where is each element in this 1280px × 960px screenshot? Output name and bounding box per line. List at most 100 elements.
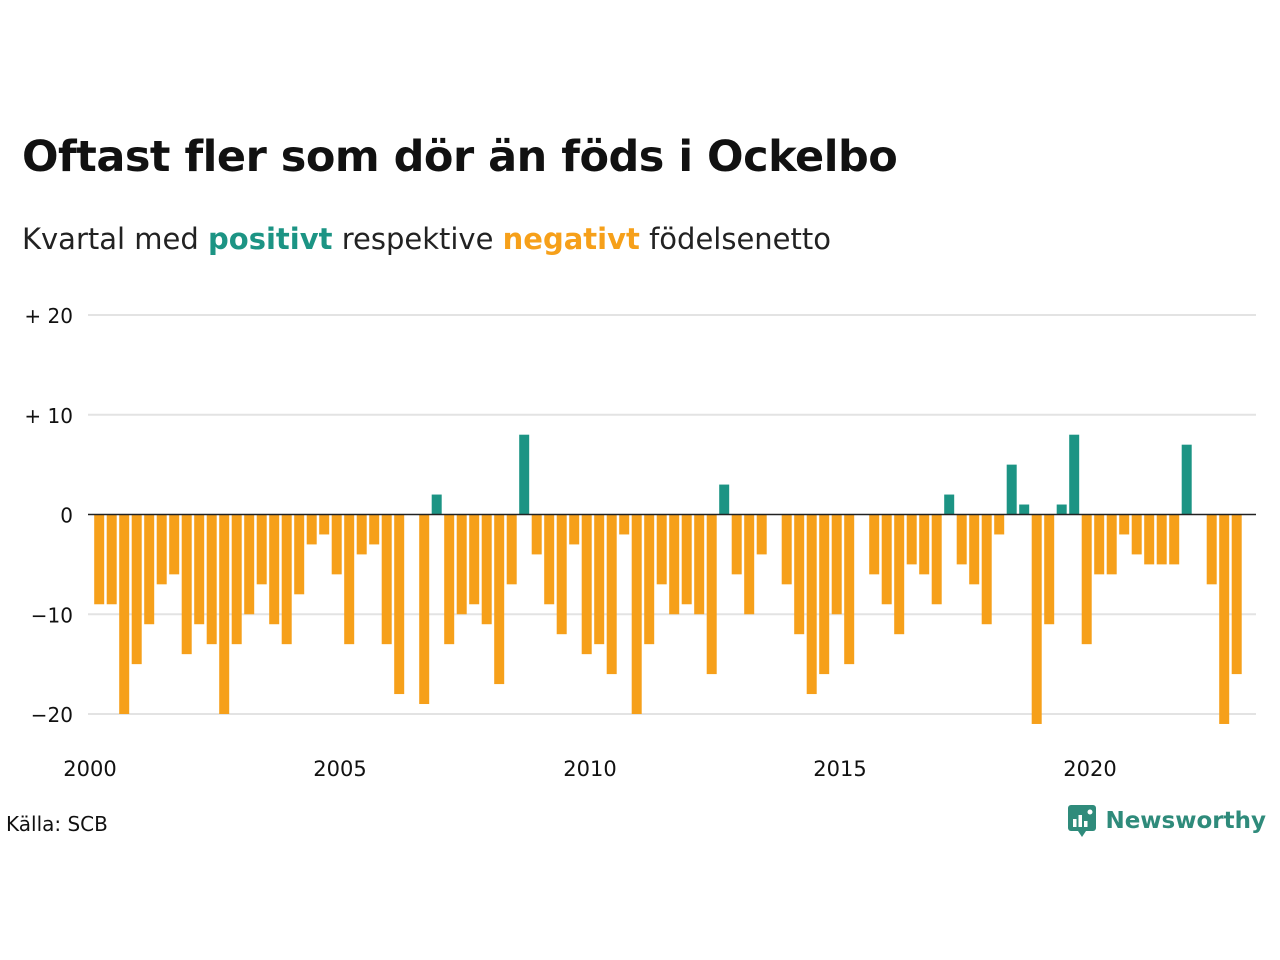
bar [956, 514, 967, 565]
bar [219, 514, 230, 714]
bar [719, 484, 730, 515]
bar [1031, 514, 1042, 724]
bar [206, 514, 217, 645]
bar [244, 514, 255, 615]
bar [756, 514, 767, 555]
y-tick-label: + 20 [24, 304, 73, 328]
bar [994, 514, 1005, 535]
bar [119, 514, 130, 714]
x-tick-label: 2005 [313, 757, 366, 781]
bar [106, 514, 117, 605]
bar [281, 514, 292, 645]
y-tick-label: −10 [31, 603, 73, 627]
y-tick-label: + 10 [24, 404, 73, 428]
bar [506, 514, 517, 585]
bar [906, 514, 917, 565]
bar [194, 514, 205, 625]
bar [1144, 514, 1155, 565]
bar [1081, 514, 1092, 645]
subtitle-positive-word: positivt [208, 222, 333, 256]
bar [144, 514, 155, 625]
bar [969, 514, 980, 585]
bar [1019, 504, 1030, 515]
x-tick-label: 2000 [63, 757, 116, 781]
bar [731, 514, 742, 575]
bar [631, 514, 642, 714]
bar [669, 514, 680, 615]
subtitle-middle: respektive [341, 222, 494, 256]
y-tick-label: −20 [31, 703, 73, 727]
bar [531, 514, 542, 555]
bar-chart: + 20 + 10 0 −10 −20 2000 2005 2010 2015 2020 [24, 304, 1256, 781]
bar [381, 514, 392, 645]
bar [131, 514, 142, 665]
subtitle-prefix: Kvartal med [22, 222, 199, 256]
bar [256, 514, 267, 585]
bar [419, 514, 430, 705]
y-axis-tick-labels: + 20 + 10 0 −10 −20 [24, 304, 73, 727]
bar [1044, 514, 1055, 625]
x-axis-tick-labels: 2000 2005 2010 2015 2020 [63, 757, 1116, 781]
bar [681, 514, 692, 605]
bar [1169, 514, 1180, 565]
bar [881, 514, 892, 605]
bar [619, 514, 630, 535]
y-tick-label: 0 [60, 504, 73, 528]
bar [606, 514, 617, 675]
bar [594, 514, 605, 645]
bar [94, 514, 105, 605]
bar [444, 514, 455, 645]
chart-title: Oftast fler som dör än föds i Ockelbo [22, 132, 898, 182]
bar [294, 514, 305, 595]
bar [944, 494, 955, 515]
bar [431, 494, 442, 515]
brand-logo[interactable]: Newsworthy [1067, 804, 1266, 838]
bar [156, 514, 167, 585]
bars [94, 434, 1242, 724]
bar [344, 514, 355, 645]
bar [544, 514, 555, 605]
bar [869, 514, 880, 575]
subtitle-suffix: födelsenetto [649, 222, 831, 256]
bar [1106, 514, 1117, 575]
bar [306, 514, 317, 545]
bar [581, 514, 592, 655]
bar [1056, 504, 1067, 515]
bar [331, 514, 342, 575]
bar [781, 514, 792, 585]
bar [269, 514, 280, 625]
bar [844, 514, 855, 665]
bar [469, 514, 480, 605]
bar [794, 514, 805, 635]
bar [1156, 514, 1167, 565]
bar [519, 434, 530, 515]
bar [694, 514, 705, 615]
bar [481, 514, 492, 625]
bar [919, 514, 930, 575]
bar [1119, 514, 1130, 535]
bar [1131, 514, 1142, 555]
bar [1006, 464, 1017, 515]
bar [394, 514, 405, 695]
brand-name: Newsworthy [1105, 808, 1266, 834]
bar [806, 514, 817, 695]
bar [319, 514, 330, 535]
bar [169, 514, 180, 575]
bar [1069, 434, 1080, 515]
x-tick-label: 2015 [813, 757, 866, 781]
bar [356, 514, 367, 555]
bar [744, 514, 755, 615]
bar [181, 514, 192, 655]
bar [656, 514, 667, 585]
subtitle-negative-word: negativt [502, 222, 640, 256]
bar [931, 514, 942, 605]
bar [831, 514, 842, 615]
x-tick-label: 2020 [1063, 757, 1116, 781]
bar [1219, 514, 1230, 724]
chart-subtitle: Kvartal med positivt respektive negativt… [22, 222, 831, 256]
bar [456, 514, 467, 615]
source-note: Källa: SCB [6, 812, 108, 836]
bar [1181, 444, 1192, 515]
bar [706, 514, 717, 675]
bar [569, 514, 580, 545]
